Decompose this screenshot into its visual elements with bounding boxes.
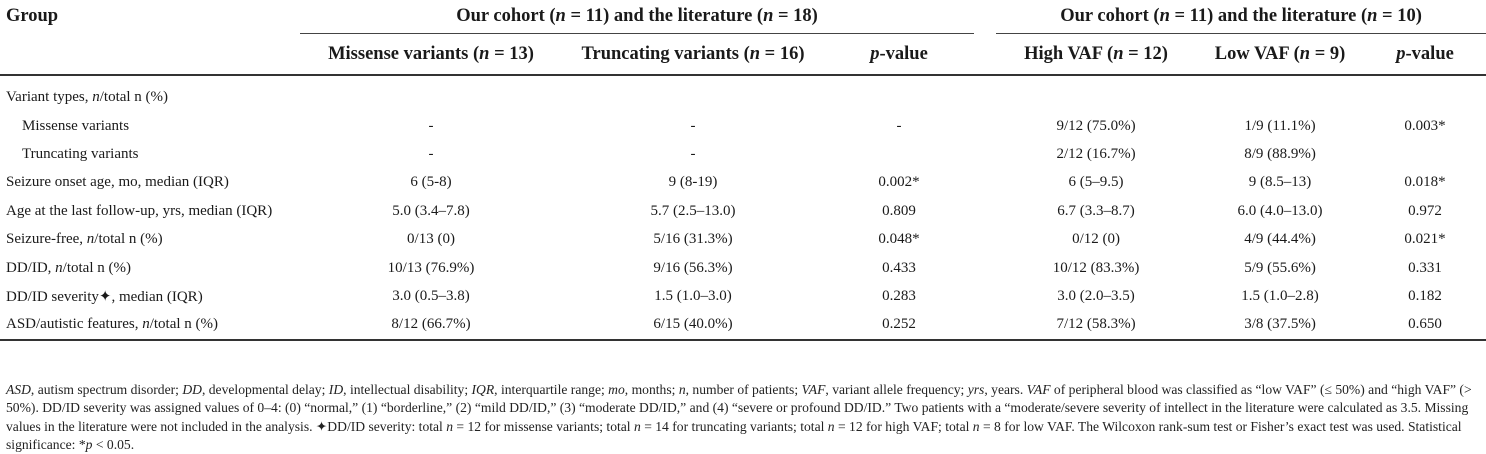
table-cell: 0.650 xyxy=(1364,310,1486,342)
row-label: DD/ID severity✦, median (IQR) xyxy=(6,289,203,306)
row-label: Variant types, n/total n (%) xyxy=(6,88,169,105)
table-cell: 9 (8-19) xyxy=(668,174,718,191)
table-cell: 8/9 (88.9%) xyxy=(1244,146,1316,163)
table-cell: 2/12 (16.7%) xyxy=(1056,146,1136,163)
row-label: Truncating variants xyxy=(22,146,139,163)
table-cell: 1/9 (11.1%) xyxy=(1244,117,1316,134)
table-cell: 0.002* xyxy=(878,174,920,191)
table-body: Variant types, n/total n (%) Missense var… xyxy=(0,75,1486,342)
table-cell: 0.331 xyxy=(1408,259,1442,276)
table-cell: 5/9 (55.6%) xyxy=(1244,259,1316,276)
results-table: Group Our cohort (n = 11) and the litera… xyxy=(0,0,1486,342)
table-cell: 8/12 (66.7%) xyxy=(300,310,562,342)
table-cell xyxy=(824,140,974,168)
table-cell: 7/12 (58.3%) xyxy=(996,310,1197,342)
table-cell: 9/16 (56.3%) xyxy=(653,259,733,276)
table-cell xyxy=(1196,75,1364,112)
table-cell: 6 (5–9.5) xyxy=(1068,174,1124,191)
row-label: Seizure onset age, mo, median (IQR) xyxy=(6,174,229,191)
table-row: Variant types, n/total n (%) xyxy=(0,75,1486,112)
row-label: Seizure-free, n/total n (%) xyxy=(6,231,163,248)
table-cell: - xyxy=(428,117,434,134)
table-cell: - xyxy=(690,146,696,163)
table-cell: 10/12 (83.3%) xyxy=(1052,259,1140,276)
table-cell: 6.0 (4.0–13.0) xyxy=(1237,202,1323,219)
table-cell: 0.252 xyxy=(824,310,975,342)
span-header-1: Our cohort (n = 11) and the literature (… xyxy=(300,0,975,34)
table-cell: 5.7 (2.5–13.0) xyxy=(650,202,736,219)
table-cell: - xyxy=(690,117,696,134)
table-cell xyxy=(1364,75,1486,112)
row-label: ASD/autistic features, n/total n (%) xyxy=(0,310,300,342)
table-cell: 0/12 (0) xyxy=(1072,231,1120,248)
col-header-pvalue-2: p-value xyxy=(1396,43,1454,64)
table-row: Age at the last follow-up, yrs, median (… xyxy=(0,197,1486,225)
col-header-pvalue-1: p-value xyxy=(870,43,928,64)
row-label: Missense variants xyxy=(22,117,130,134)
col-header-high-vaf: High VAF (n = 12) xyxy=(1024,43,1168,64)
table-cell: 0.433 xyxy=(882,259,916,276)
table-cell: 10/13 (76.9%) xyxy=(387,259,475,276)
row-label: DD/ID, n/total n (%) xyxy=(6,259,131,276)
table-row: ASD/autistic features, n/total n (%) 8/12… xyxy=(0,310,1486,342)
row-label: Age at the last follow-up, yrs, median (… xyxy=(6,202,273,219)
table-cell: 6/15 (40.0%) xyxy=(562,310,824,342)
table-cell: - xyxy=(896,117,902,134)
col-header-missense: Missense variants (n = 13) xyxy=(328,43,534,64)
col-header-truncating: Truncating variants (n = 16) xyxy=(581,43,805,64)
table-cell: 3.0 (2.0–3.5) xyxy=(1057,288,1135,305)
table-cell: 3/8 (37.5%) xyxy=(1196,310,1365,342)
span-header-2: Our cohort (n = 11) and the literature (… xyxy=(996,0,1486,34)
table-cell: 0.048* xyxy=(878,231,920,248)
table-cell xyxy=(300,75,562,112)
table-cell: 0.021* xyxy=(1404,231,1446,248)
table-cell: 0.182 xyxy=(1408,288,1442,305)
group-header: Group xyxy=(6,6,59,27)
table-cell: 6 (5-8) xyxy=(410,174,452,191)
table-cell: 1.5 (1.0–2.8) xyxy=(1241,288,1319,305)
table-footnote: ASD, autism spectrum disorder; DD, devel… xyxy=(6,382,1472,452)
table-row: Missense variants - - - 9/12 (75.0%) 1/9 (11.… xyxy=(0,112,1486,140)
table-cell: 0.018* xyxy=(1404,174,1446,191)
table-cell: 0.283 xyxy=(882,288,916,305)
table-row: DD/ID severity✦, median (IQR) 3.0 (0.5–3.… xyxy=(0,282,1486,310)
table-cell: 1.5 (1.0–3.0) xyxy=(654,288,732,305)
table-cell xyxy=(996,75,1196,112)
table-cell: - xyxy=(428,146,434,163)
table-cell xyxy=(562,75,824,112)
table-row: Seizure onset age, mo, median (IQR) 6 (5-… xyxy=(0,169,1486,197)
table-cell: 0/13 (0) xyxy=(407,231,455,248)
table-cell: 5.0 (3.4–7.8) xyxy=(392,202,470,219)
table-cell: 9/12 (75.0%) xyxy=(1056,117,1136,134)
table-cell: 0.003* xyxy=(1404,117,1446,134)
table-cell: 0.809 xyxy=(882,202,916,219)
table-cell: 5/16 (31.3%) xyxy=(653,231,733,248)
table-row: Truncating variants - - 2/12 (16.7%) 8/9 (88… xyxy=(0,140,1486,168)
table-cell: 6.7 (3.3–8.7) xyxy=(1057,202,1135,219)
table-row: DD/ID, n/total n (%) 10/13 (76.9%) 9/16 (5… xyxy=(0,254,1486,282)
table-cell: 4/9 (44.4%) xyxy=(1244,231,1316,248)
table-cell: 3.0 (0.5–3.8) xyxy=(392,288,470,305)
table-cell: 9 (8.5–13) xyxy=(1248,174,1312,191)
col-header-low-vaf: Low VAF (n = 9) xyxy=(1214,43,1346,64)
table-row: Seizure-free, n/total n (%) 0/13 (0) 5/16 … xyxy=(0,226,1486,254)
table-cell: 0.972 xyxy=(1408,202,1442,219)
table-cell xyxy=(1364,140,1486,168)
table-cell xyxy=(824,75,974,112)
